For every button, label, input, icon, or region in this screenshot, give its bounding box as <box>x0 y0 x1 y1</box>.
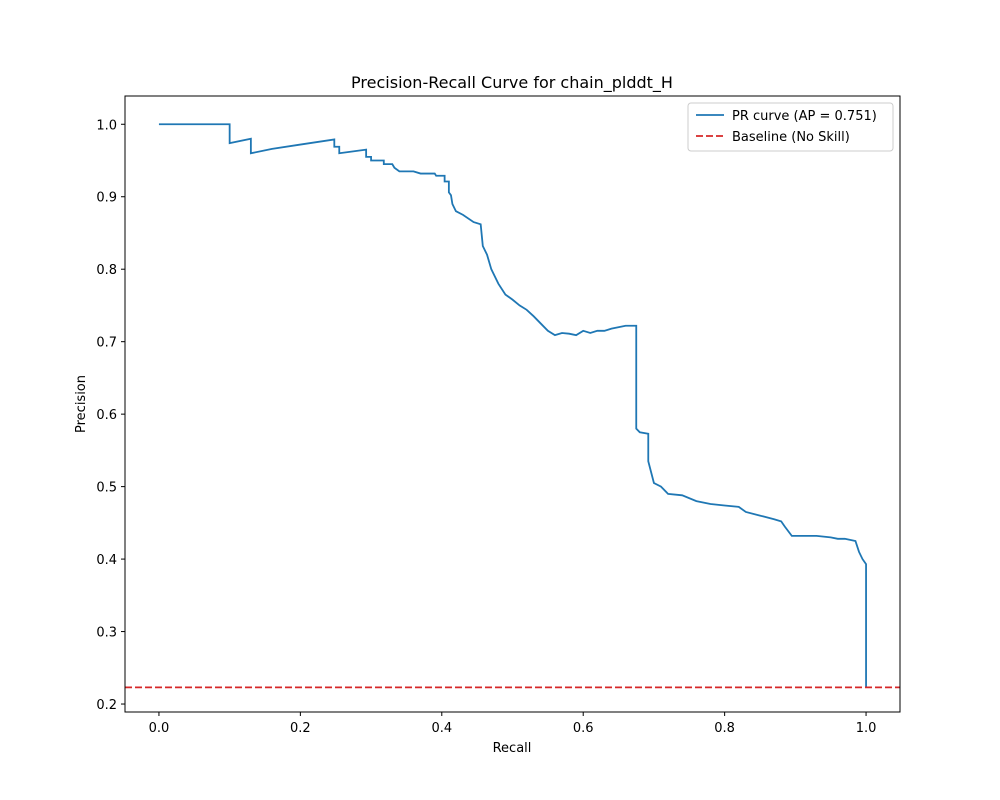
legend: PR curve (AP = 0.751) Baseline (No Skill) <box>687 102 894 152</box>
x-tick-label: 0.0 <box>149 721 170 736</box>
x-tick-label: 0.4 <box>431 721 452 736</box>
y-tick-label: 0.2 <box>96 698 117 713</box>
x-axis-label: Recall <box>493 741 532 756</box>
plot-frame <box>124 95 901 713</box>
x-tick-label: 0.6 <box>573 721 594 736</box>
series-layer <box>125 123 900 689</box>
legend-label-pr-curve: PR curve (AP = 0.751) <box>732 109 877 124</box>
legend-label-baseline: Baseline (No Skill) <box>732 130 850 145</box>
y-tick-label: 0.7 <box>96 336 117 351</box>
x-tick-label: 0.2 <box>290 721 311 736</box>
x-axis: 0.0 0.2 0.4 0.6 0.8 1.0 <box>149 712 877 736</box>
y-axis: 0.2 0.3 0.4 0.5 0.6 0.7 0.8 0.9 1.0 <box>96 118 125 713</box>
chart-title: Precision-Recall Curve for chain_plddt_H <box>351 73 673 93</box>
y-tick-label: 0.6 <box>96 408 117 423</box>
y-tick-label: 1.0 <box>96 118 117 133</box>
y-tick-label: 0.5 <box>96 481 117 496</box>
y-axis-label: Precision <box>74 375 89 433</box>
y-tick-label: 0.3 <box>96 626 117 641</box>
pr-curve-line <box>158 123 867 688</box>
y-tick-label: 0.8 <box>96 263 117 278</box>
legend-box <box>687 102 894 152</box>
x-tick-label: 0.8 <box>714 721 735 736</box>
x-tick-label: 1.0 <box>856 721 877 736</box>
y-tick-label: 0.9 <box>96 191 117 206</box>
y-tick-label: 0.4 <box>96 553 117 568</box>
